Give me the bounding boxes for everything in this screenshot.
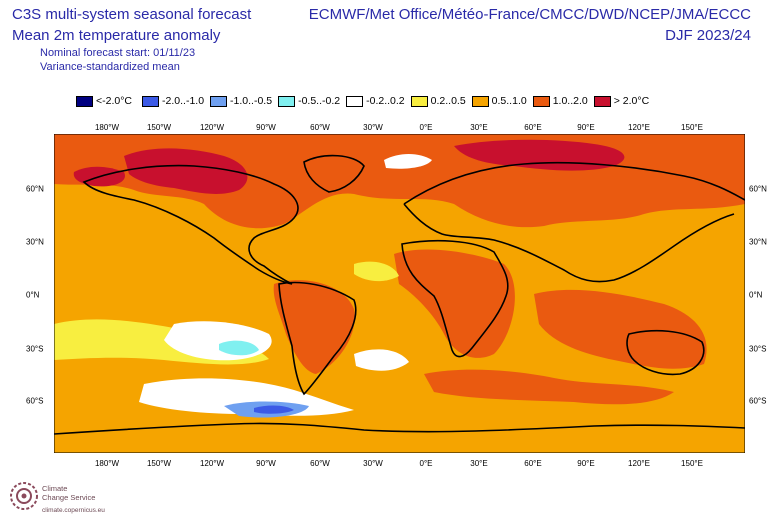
lon-tick-label: 150°E <box>681 123 703 132</box>
legend-item: <-2.0°C <box>76 95 132 107</box>
logo-url: climate.copernicus.eu <box>42 507 105 514</box>
legend-label: 1.0..2.0 <box>552 95 588 107</box>
coast-antarctica <box>54 422 745 435</box>
lat-tick-label: 0°N <box>749 290 763 300</box>
lat-tick-label: 30°S <box>749 344 767 354</box>
lat-tick-label: 30°N <box>26 237 44 247</box>
lon-tick-label: 120°W <box>199 123 225 132</box>
legend-swatch <box>142 95 160 107</box>
lon-tick-label: 150°W <box>146 123 172 132</box>
lat-tick-label: 60°N <box>749 184 767 194</box>
legend-item: -1.0..-0.5 <box>210 95 272 107</box>
copernicus-logo-icon <box>10 482 38 510</box>
subtitle-forecast-start: Nominal forecast start: 01/11/23 <box>40 47 196 59</box>
legend-swatch <box>410 95 428 107</box>
coast-australia <box>626 329 705 376</box>
coast-greenland <box>303 154 365 193</box>
lon-tick-label: 30°E <box>470 123 488 132</box>
lon-tick-label: 60°E <box>524 459 542 468</box>
legend-label: > 2.0°C <box>613 95 650 107</box>
legend-item: -2.0..-1.0 <box>142 95 204 107</box>
legend-item: 0.5..1.0 <box>471 95 527 107</box>
color-legend: <-2.0°C -2.0..-1.0 -1.0..-0.5 -0.5..-0.2 -0.… <box>76 95 649 107</box>
legend-item: 1.0..2.0 <box>532 95 588 107</box>
coast-eurasia <box>403 161 745 283</box>
legend-label: 0.2..0.5 <box>430 95 466 107</box>
lon-tick-label: 120°E <box>628 459 650 468</box>
anomaly-band-south-indian <box>424 369 674 405</box>
legend-swatch <box>278 95 296 107</box>
legend-swatch <box>346 95 364 107</box>
anomaly-cool-southeast-pacific <box>219 340 259 356</box>
lon-tick-label: 150°W <box>146 459 172 468</box>
legend-swatch <box>593 95 611 107</box>
lat-tick-label: 60°S <box>26 396 44 406</box>
lon-tick-label: 120°W <box>199 459 225 468</box>
anomaly-cold-bellingshausen <box>254 405 294 414</box>
coast-south-america <box>278 281 357 396</box>
legend-item: -0.2..0.2 <box>346 95 405 107</box>
legend-swatch <box>210 95 228 107</box>
coastlines <box>54 154 745 435</box>
lon-tick-label: 90°W <box>256 459 276 468</box>
lat-tick-label: 30°N <box>749 237 767 247</box>
coast-africa <box>401 239 509 358</box>
legend-swatch <box>532 95 550 107</box>
lon-tick-label: 0°E <box>419 459 433 468</box>
lon-tick-label: 120°E <box>628 123 650 132</box>
legend-label: -1.0..-0.5 <box>230 95 273 107</box>
title-line-1: C3S multi-system seasonal forecast <box>12 6 252 23</box>
lon-tick-label: 30°W <box>363 123 383 132</box>
subtitle-method: Variance-standardized mean <box>40 61 180 73</box>
lat-tick-label: 60°N <box>26 184 44 194</box>
lon-tick-label: 30°E <box>470 459 488 468</box>
legend-label: 0.5..1.0 <box>491 95 527 107</box>
anomaly-band-indian-ocean <box>534 289 707 369</box>
lon-tick-label: 60°W <box>310 459 330 468</box>
legend-swatch <box>76 95 93 107</box>
legend-item: -0.5..-0.2 <box>278 95 340 107</box>
anomaly-antarctica <box>54 425 745 453</box>
season-label: DJF 2023/24 <box>665 27 751 44</box>
legend-swatch <box>471 95 489 107</box>
legend-label: -0.2..0.2 <box>366 95 405 107</box>
lon-tick-label: 180°W <box>94 123 120 132</box>
lon-tick-label: 30°W <box>363 459 383 468</box>
legend-label: -0.5..-0.2 <box>298 95 341 107</box>
systems-label: ECMWF/Met Office/Météo-France/CMCC/DWD/N… <box>308 6 751 23</box>
legend-item: 0.2..0.5 <box>410 95 466 107</box>
lon-tick-label: 90°E <box>577 459 595 468</box>
lon-tick-label: 0°E <box>419 123 433 132</box>
lat-tick-label: 60°S <box>749 396 767 406</box>
lat-tick-label: 0°N <box>26 290 40 300</box>
temperature-anomaly-map <box>54 134 745 453</box>
legend-label: <-2.0°C <box>96 95 133 107</box>
lon-tick-label: 90°W <box>256 123 276 132</box>
lat-tick-label: 30°S <box>26 344 44 354</box>
anomaly-warm-atlantic <box>354 261 399 282</box>
anomaly-neutral-arctic <box>384 154 432 169</box>
lon-tick-label: 180°W <box>94 459 120 468</box>
anomaly-neutral-south-atlantic <box>354 349 409 371</box>
legend-label: -2.0..-1.0 <box>162 95 205 107</box>
anomaly-band-south-america <box>273 280 355 374</box>
legend-item: > 2.0°C <box>593 95 650 107</box>
lon-tick-label: 60°E <box>524 123 542 132</box>
title-line-2: Mean 2m temperature anomaly <box>12 27 221 44</box>
logo-name: Climate Change Service <box>42 484 96 502</box>
lon-tick-label: 90°E <box>577 123 595 132</box>
coast-north-america <box>82 164 299 285</box>
lon-tick-label: 150°E <box>681 459 703 468</box>
lon-tick-label: 60°W <box>310 123 330 132</box>
anomaly-hot-north-america <box>124 148 248 194</box>
